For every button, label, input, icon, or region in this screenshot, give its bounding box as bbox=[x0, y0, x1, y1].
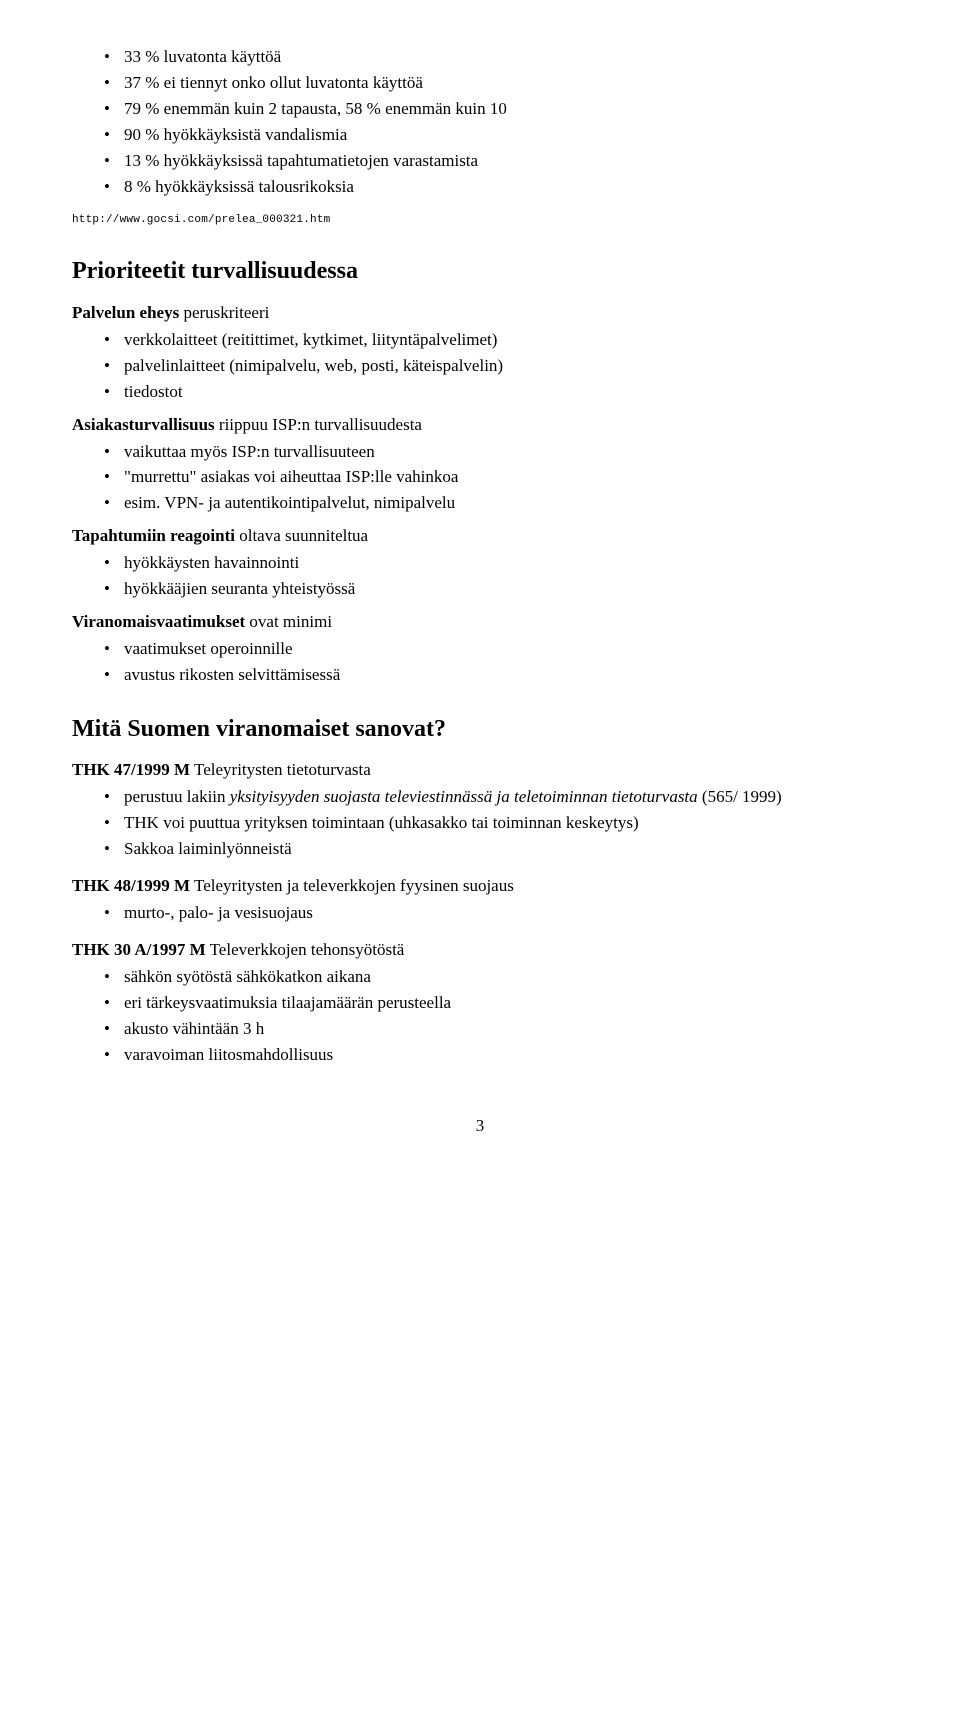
list-item: 8 % hyökkäyksissä talousrikoksia bbox=[124, 176, 888, 199]
term: Viranomaisvaatimukset bbox=[72, 612, 245, 631]
sub-list: vaikuttaa myös ISP:n turvallisuuteen "mu… bbox=[72, 441, 888, 516]
list-item: sähkön syötöstä sähkökatkon aikana bbox=[124, 966, 888, 989]
list-item: "murrettu" asiakas voi aiheuttaa ISP:lle… bbox=[124, 466, 888, 489]
list-item: akusto vähintään 3 h bbox=[124, 1018, 888, 1041]
term: THK 30 A/1997 M bbox=[72, 940, 206, 959]
list-item: hyökkääjien seuranta yhteistyössä bbox=[124, 578, 888, 601]
list-item: esim. VPN- ja autentikointipalvelut, nim… bbox=[124, 492, 888, 515]
list-item: 33 % luvatonta käyttöä bbox=[124, 46, 888, 69]
list-item: 37 % ei tiennyt onko ollut luvatonta käy… bbox=[124, 72, 888, 95]
heading-authorities: Mitä Suomen viranomaiset sanovat? bbox=[72, 713, 888, 745]
list-item: avustus rikosten selvittämisessä bbox=[124, 664, 888, 687]
term-line: Viranomaisvaatimukset ovat minimi bbox=[72, 611, 888, 634]
text-pre: perustuu lakiin bbox=[124, 787, 230, 806]
term: Asiakasturvallisuus bbox=[72, 415, 215, 434]
term-line: THK 47/1999 M Teleyritysten tietoturvast… bbox=[72, 759, 888, 782]
text-post: (565/ 1999) bbox=[698, 787, 782, 806]
list-item: verkkolaitteet (reitittimet, kytkimet, l… bbox=[124, 329, 888, 352]
sub-list: vaatimukset operoinnille avustus rikoste… bbox=[72, 638, 888, 687]
list-item: tiedostot bbox=[124, 381, 888, 404]
term-desc-text: riippuu ISP:n turvallisuudesta bbox=[219, 415, 422, 434]
list-item: varavoiman liitosmahdollisuus bbox=[124, 1044, 888, 1067]
term-line: THK 48/1999 M Teleyritysten ja televerkk… bbox=[72, 875, 888, 898]
heading-priorities: Prioriteetit turvallisuudessa bbox=[72, 255, 888, 287]
term-line: Tapahtumiin reagointi oltava suunniteltu… bbox=[72, 525, 888, 548]
list-item: vaatimukset operoinnille bbox=[124, 638, 888, 661]
list-item: palvelinlaitteet (nimipalvelu, web, post… bbox=[124, 355, 888, 378]
term-line: Asiakasturvallisuus riippuu ISP:n turval… bbox=[72, 414, 888, 437]
list-item: vaikuttaa myös ISP:n turvallisuuteen bbox=[124, 441, 888, 464]
term: THK 47/1999 M bbox=[72, 760, 190, 779]
page-number: 3 bbox=[72, 1115, 888, 1138]
sub-list: verkkolaitteet (reitittimet, kytkimet, l… bbox=[72, 329, 888, 404]
sub-list: murto-, palo- ja vesisuojaus bbox=[72, 902, 888, 925]
term-desc-text: Televerkkojen tehonsyötöstä bbox=[210, 940, 405, 959]
term-desc-text: Teleyritysten ja televerkkojen fyysinen … bbox=[194, 876, 514, 895]
term-desc-text: oltava suunniteltua bbox=[239, 526, 368, 545]
term-line: THK 30 A/1997 M Televerkkojen tehonsyötö… bbox=[72, 939, 888, 962]
term-line: Palvelun eheys peruskriteeri bbox=[72, 302, 888, 325]
term-desc-text: peruskriteeri bbox=[183, 303, 269, 322]
text-italic: yksityisyyden suojasta televiestinnässä … bbox=[230, 787, 698, 806]
list-item: murto-, palo- ja vesisuojaus bbox=[124, 902, 888, 925]
list-item: 90 % hyökkäyksistä vandalismia bbox=[124, 124, 888, 147]
term: THK 48/1999 M bbox=[72, 876, 190, 895]
sub-list: sähkön syötöstä sähkökatkon aikana eri t… bbox=[72, 966, 888, 1067]
list-item: hyökkäysten havainnointi bbox=[124, 552, 888, 575]
term: Palvelun eheys bbox=[72, 303, 179, 322]
list-item: 13 % hyökkäyksissä tapahtumatietojen var… bbox=[124, 150, 888, 173]
list-item: perustuu lakiin yksityisyyden suojasta t… bbox=[124, 786, 888, 809]
list-item: 79 % enemmän kuin 2 tapausta, 58 % enemm… bbox=[124, 98, 888, 121]
term-desc-text: ovat minimi bbox=[249, 612, 332, 631]
list-item: THK voi puuttua yrityksen toimintaan (uh… bbox=[124, 812, 888, 835]
sub-list: perustuu lakiin yksityisyyden suojasta t… bbox=[72, 786, 888, 861]
stats-list: 33 % luvatonta käyttöä 37 % ei tiennyt o… bbox=[72, 46, 888, 199]
sub-list: hyökkäysten havainnointi hyökkääjien seu… bbox=[72, 552, 888, 601]
term-desc-text: Teleyritysten tietoturvasta bbox=[194, 760, 371, 779]
source-url: http://www.gocsi.com/prelea_000321.htm bbox=[72, 213, 888, 228]
list-item: eri tärkeysvaatimuksia tilaajamäärän per… bbox=[124, 992, 888, 1015]
list-item: Sakkoa laiminlyönneistä bbox=[124, 838, 888, 861]
term: Tapahtumiin reagointi bbox=[72, 526, 235, 545]
